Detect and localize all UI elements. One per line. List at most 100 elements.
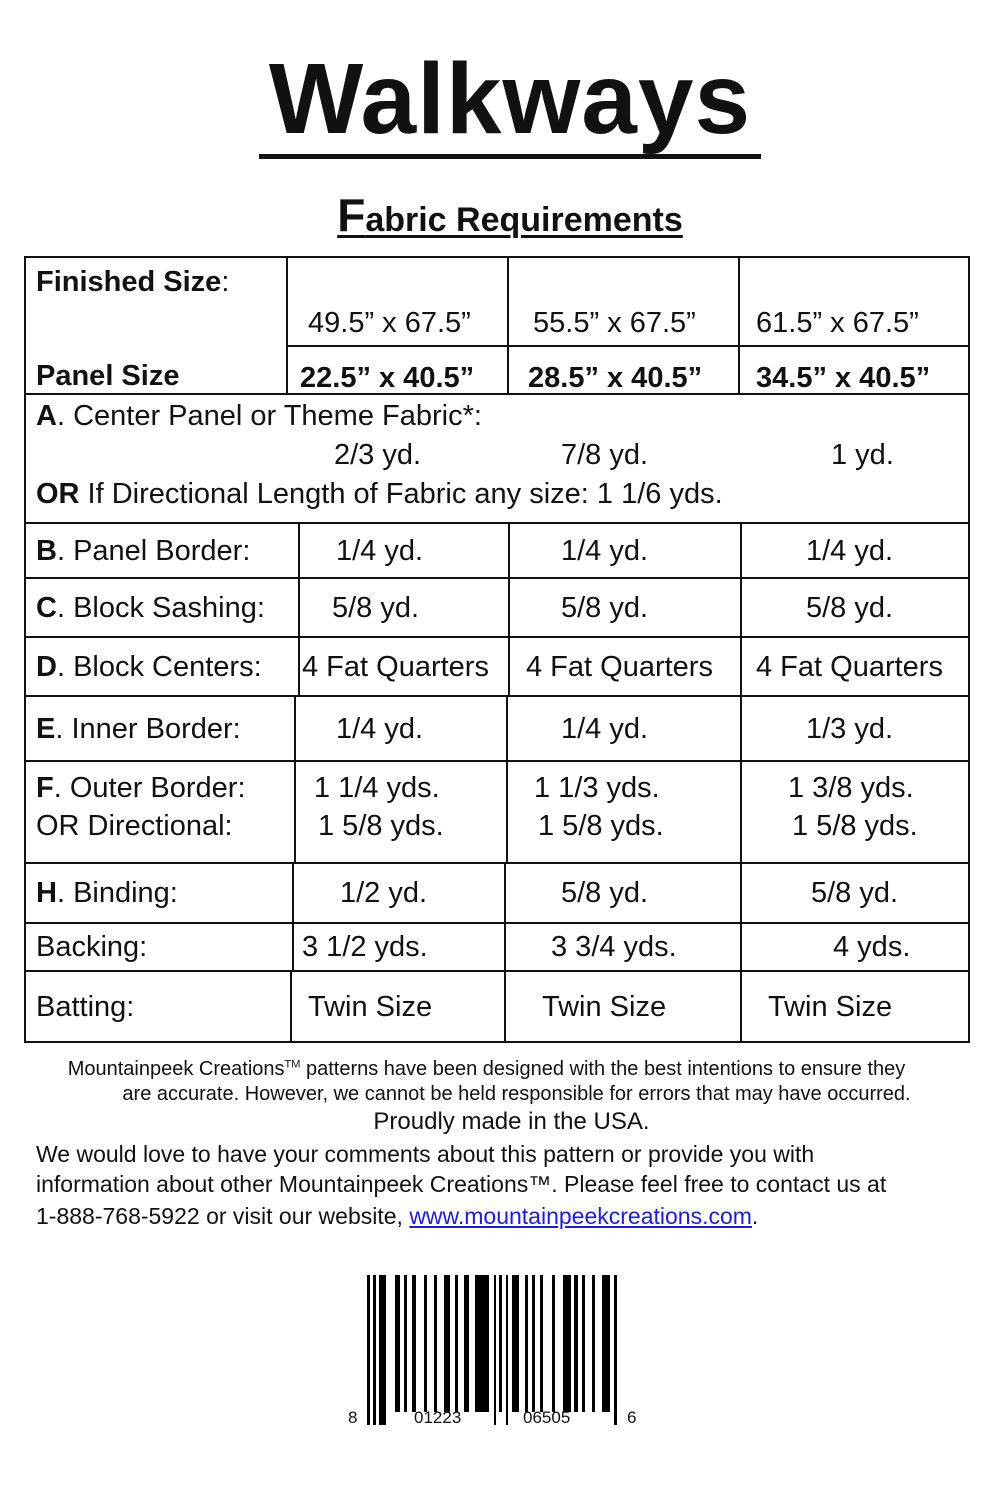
row-a-value-2: 7/8 yd. <box>561 439 649 471</box>
row-value: 5/8 yd. <box>332 591 420 624</box>
divider <box>290 970 292 1042</box>
row-value: 5/8 yd. <box>806 591 894 624</box>
row-value: 3 3/4 yds. <box>551 931 677 963</box>
divider <box>26 636 970 638</box>
divider <box>740 862 742 922</box>
divider <box>286 345 970 347</box>
barcode-bar <box>540 1275 543 1412</box>
barcode-bar <box>499 1275 502 1412</box>
divider <box>740 760 742 862</box>
website-link[interactable]: www.mountainpeekcreations.com <box>409 1203 752 1229</box>
divider <box>26 862 970 864</box>
row-value: 1/2 yd. <box>340 877 428 909</box>
barcode-bar <box>582 1275 585 1412</box>
row-a-label: A. Center Panel or Theme Fabric*: <box>36 400 482 432</box>
barcode-bar <box>379 1275 386 1425</box>
row-value-directional: 1 5/8 yds. <box>538 810 664 842</box>
barcode <box>367 1275 617 1425</box>
barcode-bar <box>412 1275 416 1412</box>
barcode-bar <box>574 1275 578 1412</box>
barcode-bar <box>395 1275 400 1412</box>
row-value: 4 yds. <box>833 931 911 963</box>
divider <box>740 970 742 1042</box>
made-in-usa: Proudly made in the USA. <box>373 1108 650 1135</box>
divider <box>740 636 742 695</box>
divider <box>508 636 510 695</box>
page-title: Walkways <box>268 43 752 155</box>
row-value: 4 Fat Quarters <box>302 650 489 683</box>
barcode-bar <box>464 1275 469 1412</box>
row-a-directional: OR If Directional Length of Fabric any s… <box>36 478 723 510</box>
barcode-bar <box>444 1275 450 1412</box>
barcode-bar <box>367 1275 370 1425</box>
contact-line-3: 1-888-768-5922 or visit our website, www… <box>36 1203 759 1229</box>
barcode-digits-right: 06505 <box>523 1408 571 1427</box>
row-label: F. Outer Border: <box>36 772 246 804</box>
divider <box>298 522 300 577</box>
barcode-bar <box>434 1275 437 1412</box>
row-value: 5/8 yd. <box>561 877 649 909</box>
row-value: 3 1/2 yds. <box>302 931 428 963</box>
row-value-directional: 1 5/8 yds. <box>318 810 444 842</box>
barcode-digits-left: 01223 <box>414 1408 462 1427</box>
barcode-digit-first: 8 <box>348 1408 358 1427</box>
disclaimer-line-2: are accurate. However, we cannot be held… <box>122 1083 911 1105</box>
divider <box>504 862 506 922</box>
divider <box>26 970 970 972</box>
barcode-bar <box>485 1275 489 1412</box>
row-value: 1/4 yd. <box>336 712 424 745</box>
row-value: 1 1/3 yds. <box>534 772 660 804</box>
divider <box>26 922 970 924</box>
row-label: H. Binding: <box>36 877 178 909</box>
divider <box>26 393 970 395</box>
subtitle-initial: F <box>337 189 366 241</box>
barcode-bar <box>373 1275 376 1425</box>
row-value: 1/4 yd. <box>561 712 649 745</box>
divider <box>504 970 506 1042</box>
barcode-bar <box>614 1275 617 1425</box>
fabric-requirements-table: Finished Size: Panel Size 49.5” x 67.5” … <box>24 256 970 1043</box>
row-value: Twin Size <box>542 991 667 1023</box>
divider <box>26 695 970 697</box>
row-value: 1/3 yd. <box>806 712 894 745</box>
divider <box>286 258 288 393</box>
divider <box>294 695 296 760</box>
row-label-directional: OR Directional: <box>36 810 233 842</box>
row-value: Twin Size <box>768 991 893 1023</box>
contact-line-2: information about other Mountainpeek Cre… <box>36 1171 887 1197</box>
row-value-directional: 1 5/8 yds. <box>792 810 918 842</box>
barcode-bar <box>475 1275 485 1412</box>
divider <box>504 922 506 970</box>
barcode-bar <box>525 1275 528 1412</box>
divider <box>740 522 742 577</box>
row-value: 5/8 yd. <box>811 877 899 909</box>
barcode-bar <box>602 1275 610 1412</box>
divider <box>292 922 294 970</box>
panel-size-3: 34.5” x 40.5” <box>756 362 931 394</box>
row-a-value-3: 1 yd. <box>831 439 894 471</box>
row-label: B. Panel Border: <box>36 534 251 567</box>
barcode-bar <box>404 1275 407 1412</box>
barcode-bar <box>512 1275 519 1412</box>
divider <box>740 922 742 970</box>
divider <box>738 258 740 393</box>
divider <box>292 862 294 922</box>
row-label: D. Block Centers: <box>36 650 262 683</box>
panel-size-1: 22.5” x 40.5” <box>300 362 475 394</box>
divider <box>740 577 742 636</box>
row-label: E. Inner Border: <box>36 712 241 745</box>
finished-size-2: 55.5” x 67.5” <box>533 307 696 339</box>
finished-size-3: 61.5” x 67.5” <box>756 307 919 339</box>
disclaimer-line-1: Mountainpeek CreationsTM patterns have b… <box>67 1058 906 1080</box>
row-value: 4 Fat Quarters <box>756 650 943 683</box>
row-label: Batting: <box>36 991 135 1023</box>
panel-size-2: 28.5” x 40.5” <box>528 362 703 394</box>
barcode-bar <box>532 1275 535 1412</box>
barcode-bar <box>592 1275 595 1412</box>
divider <box>508 577 510 636</box>
row-value: 1/4 yd. <box>806 534 894 567</box>
divider <box>294 760 296 862</box>
barcode-bar <box>506 1275 508 1425</box>
row-value: 1/4 yd. <box>336 534 424 567</box>
barcode-bar <box>424 1275 427 1412</box>
